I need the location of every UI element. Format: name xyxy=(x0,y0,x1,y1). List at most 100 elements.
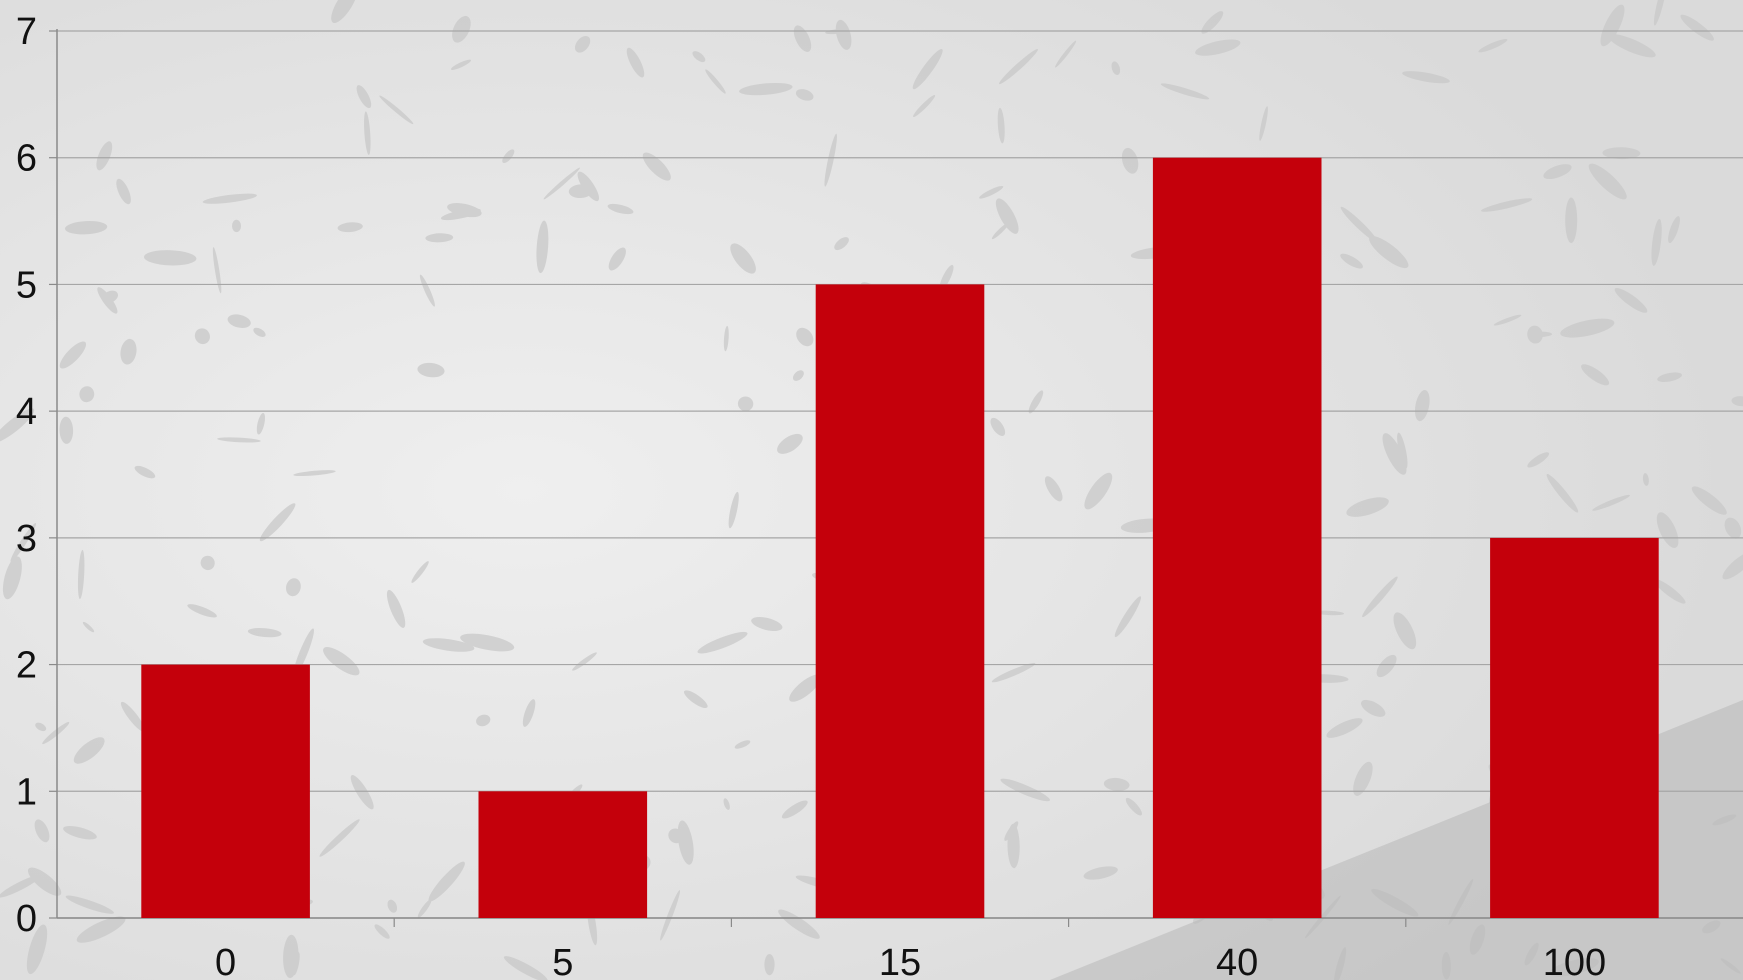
leaf-texture xyxy=(417,362,445,378)
bar-0 xyxy=(141,664,310,918)
leaf-texture xyxy=(781,800,808,819)
x-tick-label: 15 xyxy=(879,942,921,980)
leaf-texture xyxy=(293,952,300,976)
leaf-texture xyxy=(227,314,251,328)
leaf-texture xyxy=(734,740,751,749)
leaf-texture xyxy=(97,287,118,314)
leaf-texture xyxy=(76,916,126,943)
leaf-texture xyxy=(1000,778,1050,802)
leaf-texture xyxy=(323,647,360,676)
leaf-texture xyxy=(683,690,708,709)
leaf-texture xyxy=(134,465,156,479)
leaf-texture xyxy=(1393,612,1417,650)
leaf-texture xyxy=(1607,34,1656,58)
leaf-texture xyxy=(1201,11,1224,34)
leaf-texture xyxy=(1195,39,1241,56)
leaf-texture xyxy=(626,47,645,78)
leaf-texture xyxy=(1382,433,1407,475)
leaf-texture xyxy=(200,555,215,571)
leaf-texture xyxy=(692,51,706,63)
leaf-texture xyxy=(285,578,301,597)
leaf-texture xyxy=(64,221,108,235)
leaf-texture xyxy=(990,417,1006,436)
y-tick-label: 5 xyxy=(16,264,37,306)
leaf-texture xyxy=(502,149,515,164)
leaf-texture xyxy=(1121,147,1139,174)
leaf-texture xyxy=(1656,512,1679,548)
leaf-texture xyxy=(293,470,336,477)
leaf-texture xyxy=(194,328,210,345)
leaf-texture xyxy=(1125,797,1143,816)
leaf-texture xyxy=(1397,432,1408,469)
leaf-texture xyxy=(350,775,374,810)
y-tick-label: 3 xyxy=(16,518,37,560)
leaf-texture xyxy=(253,327,266,338)
leaf-texture xyxy=(1044,476,1063,502)
leaf-texture xyxy=(543,167,581,200)
leaf-texture xyxy=(835,19,852,50)
leaf-texture xyxy=(739,82,793,96)
leaf-texture xyxy=(1055,40,1077,68)
leaf-texture xyxy=(1588,163,1627,200)
leaf-texture xyxy=(1083,866,1118,880)
leaf-texture xyxy=(450,59,472,70)
leaf-texture xyxy=(1600,4,1625,47)
y-tick-label: 1 xyxy=(16,771,37,813)
leaf-texture xyxy=(259,503,296,542)
leaf-texture xyxy=(991,662,1036,683)
leaf-texture xyxy=(34,819,50,843)
bar-15 xyxy=(815,284,985,918)
leaf-texture xyxy=(1543,164,1572,180)
x-tick-label: 0 xyxy=(215,942,236,980)
leaf-texture xyxy=(1581,364,1610,386)
y-tick-label: 0 xyxy=(16,898,37,940)
leaf-texture xyxy=(1527,452,1550,468)
leaf-texture xyxy=(374,924,390,939)
leaf-texture xyxy=(1084,472,1113,510)
leaf-texture xyxy=(42,721,70,745)
leaf-texture xyxy=(73,737,105,764)
leaf-texture xyxy=(1340,206,1378,243)
leaf-texture xyxy=(231,219,242,233)
leaf-texture xyxy=(217,437,261,443)
leaf-texture xyxy=(422,638,475,652)
leaf-texture xyxy=(82,621,95,633)
leaf-texture xyxy=(1362,576,1398,618)
leaf-texture xyxy=(1346,497,1389,517)
leaf-texture xyxy=(428,861,465,902)
leaf-texture xyxy=(1651,218,1662,266)
leaf-texture xyxy=(77,549,85,600)
leaf-texture xyxy=(120,701,146,732)
leaf-texture xyxy=(212,247,222,294)
leaf-texture xyxy=(730,243,756,274)
leaf-texture xyxy=(460,633,515,652)
bar-100 xyxy=(1490,537,1659,918)
leaf-texture xyxy=(425,233,454,243)
leaf-texture xyxy=(1369,236,1409,269)
leaf-texture xyxy=(144,250,197,266)
leaf-texture xyxy=(999,49,1038,85)
leaf-texture xyxy=(1722,551,1743,580)
leaf-texture xyxy=(1103,777,1130,791)
leaf-texture xyxy=(59,416,74,444)
leaf-texture xyxy=(1340,253,1363,269)
leaf-texture xyxy=(2,556,22,600)
leaf-texture xyxy=(1402,71,1450,84)
leaf-texture xyxy=(522,699,536,727)
leaf-texture xyxy=(995,198,1019,234)
leaf-texture xyxy=(476,714,491,727)
leaf-texture xyxy=(0,408,35,443)
leaf-texture xyxy=(79,386,95,403)
leaf-texture xyxy=(1326,718,1363,738)
leaf-texture xyxy=(187,604,217,618)
leaf-texture xyxy=(1592,494,1630,511)
leaf-texture xyxy=(1602,147,1641,160)
leaf-texture xyxy=(1481,198,1533,212)
leaf-texture xyxy=(1653,578,1686,604)
leaf-texture xyxy=(1004,821,1019,841)
leaf-texture xyxy=(63,825,97,840)
leaf-texture xyxy=(1560,318,1615,338)
leaf-texture xyxy=(795,89,814,101)
